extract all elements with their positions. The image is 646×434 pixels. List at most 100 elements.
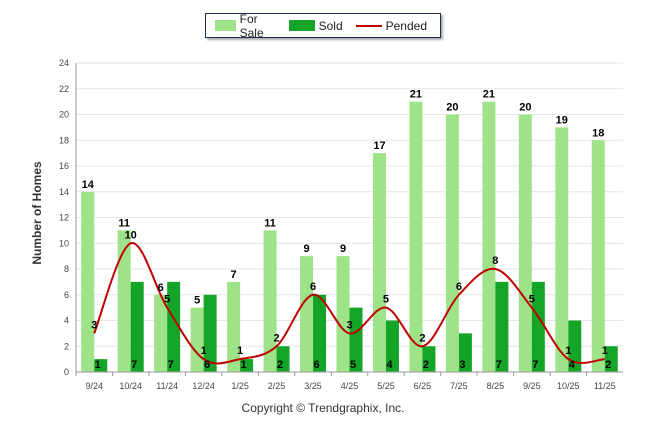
bar-for-sale: [445, 114, 459, 372]
bar-for-sale: [591, 140, 605, 372]
label-sold: 3: [459, 359, 465, 371]
copyright: Copyright © Trendgraphix, Inc.: [241, 401, 405, 415]
legend-item-sold[interactable]: Sold: [288, 18, 343, 33]
x-tick-label: 5/25: [377, 381, 395, 391]
label-pended: 5: [164, 294, 170, 306]
x-tick-label: 11/24: [156, 381, 178, 391]
y-tick-label: 4: [64, 316, 69, 326]
y-tick-label: 0: [64, 367, 69, 377]
label-for-sale: 14: [82, 179, 95, 191]
bar-for-sale: [190, 307, 204, 372]
label-sold: 2: [277, 359, 283, 371]
bar-sold: [349, 307, 363, 372]
label-pended: 1: [237, 345, 243, 357]
y-tick-label: 2: [64, 341, 69, 351]
label-for-sale: 11: [264, 217, 276, 229]
label-sold: 6: [204, 359, 210, 371]
bar-for-sale: [81, 191, 95, 372]
label-pended: 5: [529, 294, 535, 306]
label-pended: 5: [383, 294, 389, 306]
label-for-sale: 9: [340, 243, 346, 255]
y-tick-label: 22: [59, 84, 69, 94]
pended-line: [93, 242, 605, 365]
y-tick-label: 10: [59, 238, 69, 248]
bar-sold: [240, 359, 254, 372]
label-sold: 2: [605, 359, 611, 371]
data-labels: 1411176756711129695174212203217207194182…: [82, 89, 612, 371]
bar-sold: [313, 294, 327, 372]
label-pended: 2: [419, 332, 425, 344]
label-sold: 1: [95, 359, 101, 371]
label-sold: 4: [386, 359, 393, 371]
x-tick-label: 9/24: [85, 381, 103, 391]
label-for-sale: 9: [303, 243, 309, 255]
x-tick-label: 9/25: [523, 381, 541, 391]
bar-sold: [167, 281, 181, 372]
bar-sold: [385, 320, 399, 372]
legend-label-sold: Sold: [318, 18, 343, 33]
y-tick-label: 8: [64, 264, 69, 274]
x-tick-label: 1/25: [231, 381, 249, 391]
x-tick-label: 10/25: [557, 381, 580, 391]
x-tick-label: 6/25: [414, 381, 432, 391]
label-pended: 8: [492, 255, 498, 267]
label-pended: 1: [602, 345, 608, 357]
label-for-sale: 11: [118, 217, 130, 229]
y-tick-label: 6: [64, 290, 69, 300]
label-sold: 4: [569, 359, 576, 371]
bar-sold: [604, 346, 618, 372]
label-pended: 3: [346, 319, 352, 331]
bar-for-sale: [227, 281, 241, 372]
y-tick-label: 18: [59, 135, 69, 145]
label-pended: 1: [565, 345, 571, 357]
x-tick-label: 12/24: [192, 381, 215, 391]
legend-item-for-sale[interactable]: For Sale: [215, 12, 276, 40]
label-for-sale: 5: [194, 295, 200, 307]
bar-sold: [94, 359, 108, 372]
bar-for-sale: [372, 153, 386, 372]
label-sold: 5: [350, 359, 356, 371]
x-tick-label: 7/25: [450, 381, 468, 391]
bar-sold: [203, 294, 217, 372]
legend-label-pended: Pended: [385, 18, 427, 33]
bars: [81, 101, 618, 372]
label-for-sale: 20: [519, 102, 531, 114]
label-for-sale: 20: [446, 102, 458, 114]
y-axis-title: Number of Homes: [30, 161, 44, 265]
label-sold: 7: [131, 359, 137, 371]
x-tick-label: 10/24: [119, 381, 142, 391]
x-tick-label: 11/25: [594, 381, 616, 391]
bar-sold: [495, 281, 509, 372]
x-tick-label: 8/25: [487, 381, 505, 391]
bar-sold: [276, 346, 290, 372]
bar-sold: [531, 281, 545, 372]
label-for-sale: 7: [231, 269, 237, 281]
label-sold: 7: [168, 359, 174, 371]
bar-for-sale: [154, 294, 168, 372]
legend-swatch-sold: [288, 20, 315, 31]
bar-sold: [422, 346, 436, 372]
bar-for-sale: [300, 256, 314, 372]
legend-swatch-pended: [355, 24, 382, 27]
legend-item-pended[interactable]: Pended: [355, 18, 427, 33]
bar-for-sale: [409, 101, 423, 372]
label-for-sale: 19: [556, 114, 568, 126]
x-tick-label: 3/25: [304, 381, 322, 391]
y-tick-label: 24: [59, 58, 69, 68]
legend: For Sale Sold Pended: [205, 12, 441, 40]
y-tick-label: 16: [59, 161, 69, 171]
label-sold: 7: [532, 359, 538, 371]
y-tick-label: 20: [59, 110, 69, 120]
label-sold: 6: [313, 359, 319, 371]
bar-for-sale: [518, 114, 532, 372]
pended-curve: [93, 242, 605, 365]
label-pended: 6: [310, 281, 316, 293]
label-pended: 6: [456, 281, 462, 293]
label-pended: 10: [125, 229, 137, 241]
bar-sold: [130, 281, 144, 372]
bar-for-sale: [336, 256, 350, 372]
label-for-sale: 17: [373, 140, 385, 152]
bar-for-sale: [555, 127, 569, 372]
